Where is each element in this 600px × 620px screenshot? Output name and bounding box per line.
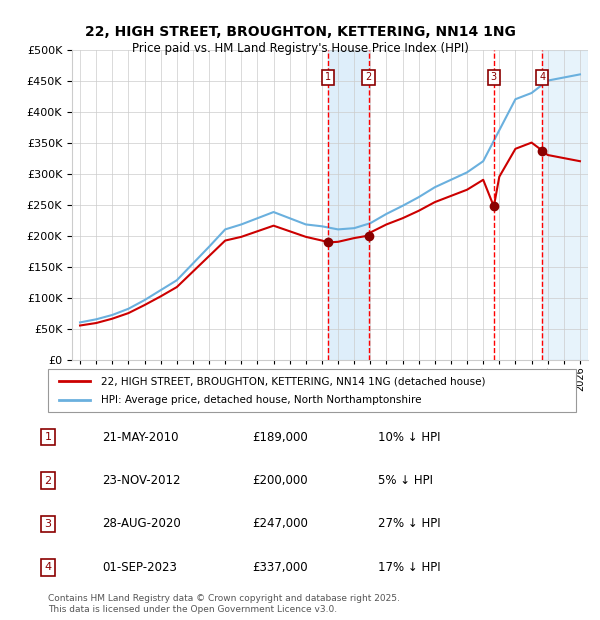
Text: 28-AUG-2020: 28-AUG-2020 xyxy=(102,518,181,530)
Text: HPI: Average price, detached house, North Northamptonshire: HPI: Average price, detached house, Nort… xyxy=(101,395,421,405)
Text: £189,000: £189,000 xyxy=(252,431,308,443)
Text: 1: 1 xyxy=(44,432,52,442)
Text: £247,000: £247,000 xyxy=(252,518,308,530)
Text: 23-NOV-2012: 23-NOV-2012 xyxy=(102,474,181,487)
Text: Contains HM Land Registry data © Crown copyright and database right 2025.
This d: Contains HM Land Registry data © Crown c… xyxy=(48,595,400,614)
Text: 2: 2 xyxy=(44,476,52,485)
Text: 22, HIGH STREET, BROUGHTON, KETTERING, NN14 1NG: 22, HIGH STREET, BROUGHTON, KETTERING, N… xyxy=(85,25,515,39)
Bar xyxy=(542,50,588,360)
Text: 01-SEP-2023: 01-SEP-2023 xyxy=(102,561,177,574)
Text: 1: 1 xyxy=(325,73,331,82)
Bar xyxy=(542,50,588,360)
Text: £337,000: £337,000 xyxy=(252,561,308,574)
Text: 10% ↓ HPI: 10% ↓ HPI xyxy=(378,431,440,443)
Text: 21-MAY-2010: 21-MAY-2010 xyxy=(102,431,179,443)
Text: 3: 3 xyxy=(491,73,497,82)
Bar xyxy=(328,50,368,360)
FancyBboxPatch shape xyxy=(48,369,576,412)
Text: 3: 3 xyxy=(44,519,52,529)
Text: 17% ↓ HPI: 17% ↓ HPI xyxy=(378,561,440,574)
Text: 27% ↓ HPI: 27% ↓ HPI xyxy=(378,518,440,530)
Text: Price paid vs. HM Land Registry's House Price Index (HPI): Price paid vs. HM Land Registry's House … xyxy=(131,42,469,55)
Text: 22, HIGH STREET, BROUGHTON, KETTERING, NN14 1NG (detached house): 22, HIGH STREET, BROUGHTON, KETTERING, N… xyxy=(101,376,485,386)
Text: £200,000: £200,000 xyxy=(252,474,308,487)
Text: 5% ↓ HPI: 5% ↓ HPI xyxy=(378,474,433,487)
Text: 4: 4 xyxy=(44,562,52,572)
Text: 4: 4 xyxy=(539,73,545,82)
Text: 2: 2 xyxy=(365,73,371,82)
